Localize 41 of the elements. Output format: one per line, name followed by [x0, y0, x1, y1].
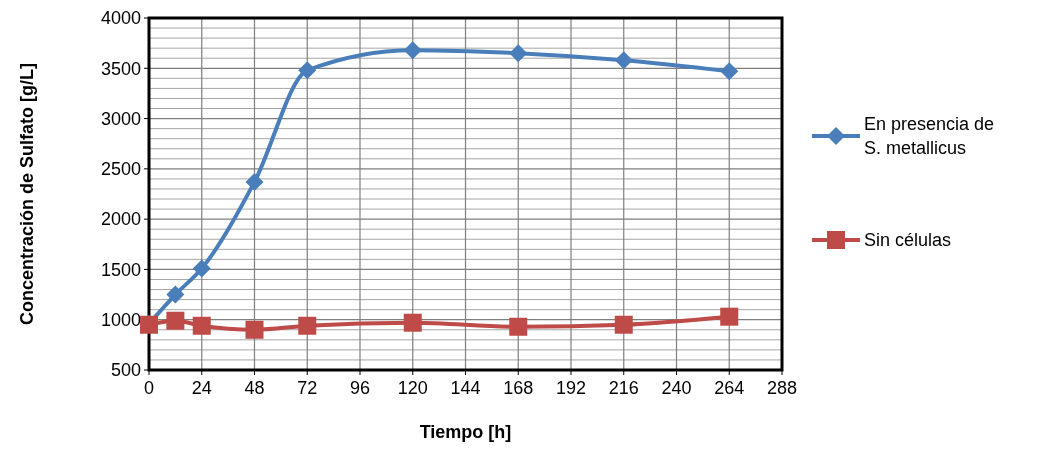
- y-axis-title: Concentración de Sulfato [g/L]: [17, 62, 37, 326]
- point: [403, 313, 422, 332]
- x-tick-label: 48: [244, 378, 265, 398]
- x-tick-label: 24: [191, 378, 212, 398]
- point: [720, 307, 739, 326]
- y-tick-label: 3500: [100, 58, 141, 79]
- x-tick-label: 120: [397, 378, 428, 398]
- y-tick-label: 1500: [100, 259, 141, 280]
- x-tick-label: 168: [503, 378, 534, 398]
- x-tick-label: 240: [661, 378, 692, 398]
- point: [166, 285, 185, 304]
- y-tick-label: 2500: [100, 159, 141, 180]
- y-tick-label: 1000: [100, 310, 141, 331]
- point: [298, 61, 317, 80]
- y-tick-label: 4000: [100, 8, 141, 29]
- point: [245, 320, 264, 339]
- x-tick-label: 72: [297, 378, 318, 398]
- x-tick-label: 264: [714, 378, 745, 398]
- point: [509, 44, 528, 63]
- y-tick-label: 500: [110, 360, 141, 381]
- legend-label: En presencia de S. metallicus: [864, 114, 995, 159]
- point: [509, 317, 528, 336]
- x-tick-label: 0: [143, 378, 155, 398]
- legend-label: Sin células: [864, 230, 952, 251]
- x-axis-title: Tiempo [h]: [419, 422, 512, 442]
- point: [245, 172, 264, 191]
- point: [192, 259, 211, 278]
- x-tick-label: 288: [766, 378, 798, 398]
- point: [192, 316, 211, 335]
- x-tick-label: 192: [555, 378, 587, 398]
- x-tick-label: 144: [450, 378, 481, 398]
- point: [298, 316, 317, 335]
- x-tick-label: 216: [608, 378, 639, 398]
- x-tick-label: 96: [349, 378, 371, 398]
- point: [614, 315, 633, 334]
- y-tick-label: 2000: [100, 209, 141, 230]
- y-tick-label: 3000: [100, 108, 141, 129]
- point: [720, 62, 739, 81]
- point: [614, 51, 633, 70]
- point: [166, 311, 185, 330]
- point: [403, 41, 422, 60]
